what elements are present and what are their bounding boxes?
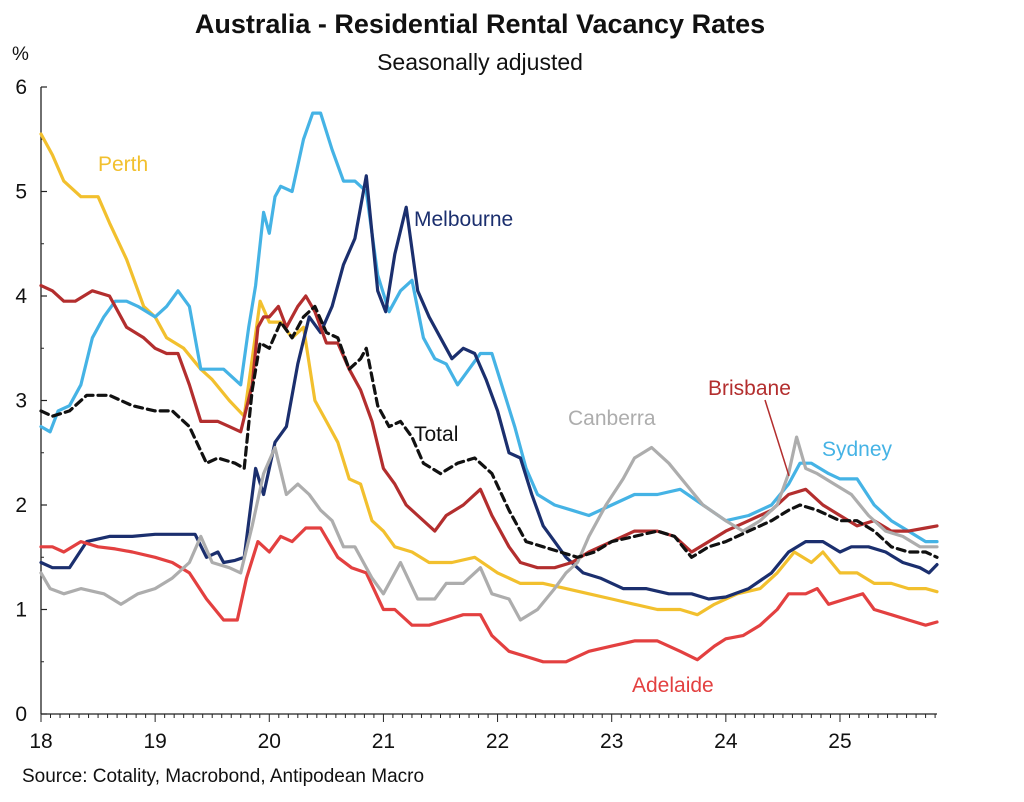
y-tick-label: 6: [15, 76, 27, 99]
series-line-adelaide: [39, 526, 939, 664]
y-tick-label: 3: [15, 390, 27, 413]
x-tick-label: 24: [714, 730, 738, 753]
x-tick-label: 22: [486, 730, 509, 753]
series-label-sydney: Sydney: [822, 438, 893, 461]
series-label-melbourne: Melbourne: [414, 208, 513, 231]
x-tick-label: 25: [828, 730, 851, 753]
x-tick-label: 20: [258, 730, 281, 753]
y-axis-unit-label: %: [12, 44, 29, 65]
y-tick-label: 2: [15, 494, 27, 517]
y-tick-label: 0: [15, 703, 27, 726]
chart-title: Australia - Residential Rental Vacancy R…: [195, 9, 765, 39]
series-line-canberra: [39, 435, 939, 622]
y-tick-label: 4: [15, 285, 27, 308]
x-tick-label: 18: [29, 730, 52, 753]
chart-subtitle: Seasonally adjusted: [377, 49, 583, 75]
series-line-total: [39, 304, 939, 559]
series-line-brisbane: [39, 284, 939, 570]
series-lines: [39, 111, 939, 664]
series-label-total: Total: [414, 423, 458, 446]
x-tick-label: 21: [372, 730, 395, 753]
series-line-perth: [39, 132, 939, 617]
series-label-brisbane: Brisbane: [708, 377, 791, 400]
y-tick-label: 1: [15, 599, 27, 622]
series-line-sydney: [39, 111, 939, 544]
y-tick-label: 5: [15, 181, 27, 204]
brisbane-leader-line: [764, 399, 790, 477]
series-label-canberra: Canberra: [568, 407, 656, 430]
x-tick-label: 23: [600, 730, 623, 753]
series-label-perth: Perth: [98, 153, 148, 176]
source-note: Source: Cotality, Macrobond, Antipodean …: [22, 766, 424, 787]
x-tick-label: 19: [143, 730, 166, 753]
series-label-adelaide: Adelaide: [632, 674, 714, 697]
series-line-melbourne: [39, 174, 939, 601]
